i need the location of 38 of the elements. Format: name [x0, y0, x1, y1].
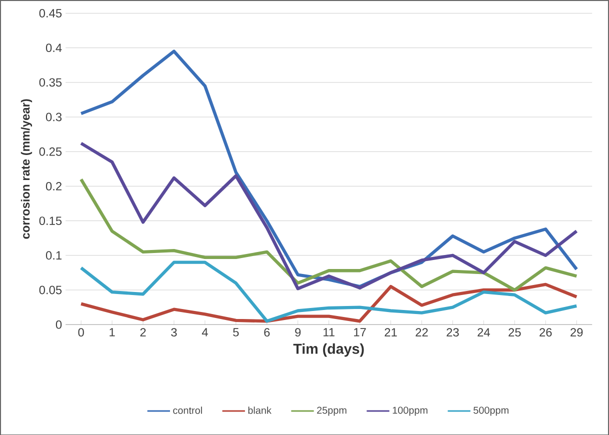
y-tick-label: 0: [56, 320, 62, 329]
y-tick-label: 0.25: [39, 147, 62, 156]
x-tick-label: 0: [78, 328, 84, 336]
x-tick-label: 26: [540, 328, 552, 336]
x-tick-label: 25: [508, 328, 521, 336]
x-tick-label: 3: [171, 328, 177, 336]
line-series: [79, 141, 578, 290]
x-tick-label: 2: [140, 328, 146, 336]
x-tick-label: 9: [295, 328, 301, 336]
line-series: [79, 177, 578, 292]
legend-label: 500ppm: [474, 406, 508, 416]
y-axis-title: corrosion rate (mm/year): [20, 98, 32, 239]
y-tick-label: 0.2: [46, 182, 62, 190]
line-series: [79, 282, 578, 322]
x-tick-label: 5: [233, 328, 239, 336]
x-tick-label: 23: [446, 328, 459, 336]
y-tick-label: 0.35: [39, 78, 62, 86]
x-tick-label: 11: [324, 328, 334, 336]
legend-label: blank: [248, 406, 272, 414]
x-tick-label: 4: [202, 328, 208, 336]
y-tick-label: 0.4: [46, 43, 62, 52]
y-tick-label: 0.1: [46, 250, 62, 260]
y-tick-label: 0.45: [39, 8, 62, 18]
x-tick-label: 21: [384, 328, 397, 336]
x-tick-label: 22: [416, 328, 428, 336]
x-tick-label: 6: [264, 328, 270, 336]
y-tick-label: 0.05: [39, 286, 62, 294]
x-tick-label: 1: [110, 328, 115, 336]
y-tick-label: 0.3: [46, 112, 62, 121]
line-series: [79, 260, 578, 322]
y-tick-label: 0.15: [39, 216, 62, 225]
x-tick-label: 24: [478, 328, 490, 336]
x-axis-title: Tim (days): [293, 343, 364, 357]
legend-label: 25ppm: [317, 406, 346, 416]
legend-label: 100ppm: [392, 406, 428, 416]
legend-label: control: [173, 406, 202, 414]
x-tick-label: 29: [570, 328, 583, 336]
x-tick-label: 17: [354, 328, 366, 336]
